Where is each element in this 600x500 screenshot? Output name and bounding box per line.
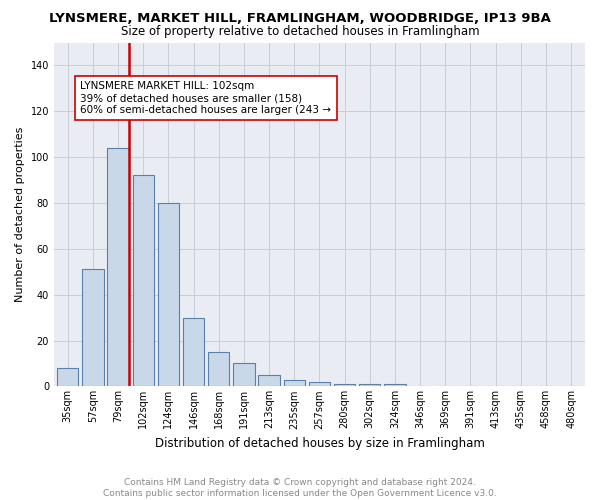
- Bar: [233, 364, 254, 386]
- Bar: [107, 148, 129, 386]
- Text: Size of property relative to detached houses in Framlingham: Size of property relative to detached ho…: [121, 25, 479, 38]
- Bar: [57, 368, 79, 386]
- Bar: [158, 203, 179, 386]
- Y-axis label: Number of detached properties: Number of detached properties: [15, 127, 25, 302]
- Bar: [133, 176, 154, 386]
- Bar: [384, 384, 406, 386]
- Bar: [208, 352, 229, 386]
- Bar: [359, 384, 380, 386]
- Text: Contains HM Land Registry data © Crown copyright and database right 2024.
Contai: Contains HM Land Registry data © Crown c…: [103, 478, 497, 498]
- Text: LYNSMERE, MARKET HILL, FRAMLINGHAM, WOODBRIDGE, IP13 9BA: LYNSMERE, MARKET HILL, FRAMLINGHAM, WOOD…: [49, 12, 551, 26]
- Bar: [82, 270, 104, 386]
- Bar: [309, 382, 330, 386]
- Bar: [259, 375, 280, 386]
- Bar: [334, 384, 355, 386]
- Text: LYNSMERE MARKET HILL: 102sqm
39% of detached houses are smaller (158)
60% of sem: LYNSMERE MARKET HILL: 102sqm 39% of deta…: [80, 82, 331, 114]
- Bar: [183, 318, 205, 386]
- X-axis label: Distribution of detached houses by size in Framlingham: Distribution of detached houses by size …: [155, 437, 484, 450]
- Bar: [284, 380, 305, 386]
